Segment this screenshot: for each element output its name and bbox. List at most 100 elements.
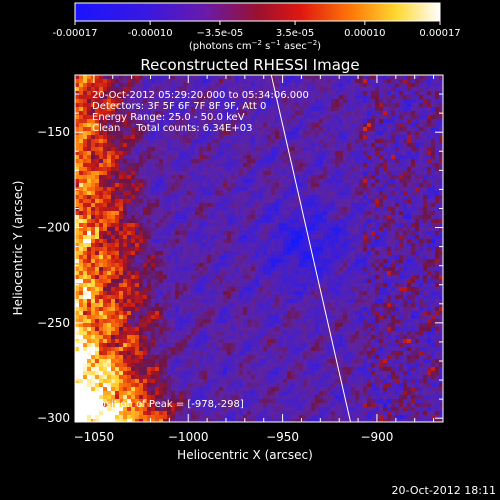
heatmap-cell — [175, 199, 180, 204]
heatmap-cell — [207, 183, 212, 188]
heatmap-cell — [95, 235, 100, 240]
heatmap-cell — [355, 231, 360, 236]
heatmap-cell — [179, 147, 184, 152]
heatmap-cell — [271, 171, 276, 176]
heatmap-cell — [367, 147, 372, 152]
heatmap-cell — [419, 191, 424, 196]
heatmap-cell — [371, 283, 376, 288]
heatmap-cell — [195, 223, 200, 228]
heatmap-cell — [159, 283, 164, 288]
heatmap-cell — [151, 163, 156, 168]
heatmap-cell — [407, 239, 412, 244]
heatmap-cell — [355, 143, 360, 148]
heatmap-cell — [239, 183, 244, 188]
heatmap-cell — [147, 239, 152, 244]
heatmap-cell — [135, 207, 140, 212]
heatmap-cell — [291, 203, 296, 208]
heatmap-cell — [151, 243, 156, 248]
heatmap-cell — [243, 279, 248, 284]
heatmap-cell — [343, 135, 348, 140]
heatmap-cell — [355, 275, 360, 280]
heatmap-cell — [135, 235, 140, 240]
heatmap-cell — [75, 239, 80, 244]
heatmap-cell — [435, 207, 440, 212]
heatmap-cell — [379, 203, 384, 208]
heatmap-cell — [427, 199, 432, 204]
heatmap-cell — [315, 119, 320, 124]
heatmap-cell — [151, 171, 156, 176]
heatmap-cell — [271, 227, 276, 232]
heatmap-cell — [319, 231, 324, 236]
colorbar: -0.00017 -0.00010 −3.5e-05 3.5e-05 0.00010 0.… — [53, 2, 461, 52]
heatmap-cell — [83, 131, 88, 136]
heatmap-cell — [267, 199, 272, 204]
heatmap-cell — [435, 159, 440, 164]
heatmap-cell — [419, 215, 424, 220]
heatmap-cell — [155, 219, 160, 224]
heatmap-cell — [215, 103, 220, 108]
heatmap-cell — [431, 227, 436, 232]
heatmap-cell — [171, 263, 176, 268]
heatmap-cell — [375, 107, 380, 112]
heatmap-cell — [79, 255, 84, 260]
heatmap-cell — [247, 155, 252, 160]
heatmap-cell — [419, 223, 424, 228]
heatmap-cell — [279, 183, 284, 188]
heatmap-cell — [375, 99, 380, 104]
heatmap-cell — [83, 255, 88, 260]
heatmap-cell — [203, 99, 208, 104]
heatmap-cell — [227, 239, 232, 244]
heatmap-cell — [271, 267, 276, 272]
heatmap-cell — [91, 195, 96, 200]
heatmap-cell — [347, 239, 352, 244]
heatmap-cell — [163, 91, 168, 96]
heatmap-cell — [123, 99, 128, 104]
heatmap-cell — [251, 191, 256, 196]
heatmap-cell — [395, 135, 400, 140]
heatmap-cell — [303, 103, 308, 108]
heatmap-cell — [95, 215, 100, 220]
heatmap-cell — [143, 235, 148, 240]
heatmap-cell — [363, 215, 368, 220]
heatmap-cell — [247, 287, 252, 292]
heatmap-cell — [403, 95, 408, 100]
heatmap-cell — [367, 271, 372, 276]
heatmap-cell — [147, 107, 152, 112]
heatmap-cell — [359, 87, 364, 92]
heatmap-cell — [159, 175, 164, 180]
heatmap-cell — [79, 275, 84, 280]
heatmap-cell — [287, 239, 292, 244]
heatmap-cell — [111, 227, 116, 232]
heatmap-cell — [295, 203, 300, 208]
heatmap-cell — [439, 167, 443, 172]
heatmap-cell — [339, 143, 344, 148]
heatmap-cell — [343, 103, 348, 108]
heatmap-cell — [279, 207, 284, 212]
heatmap-cell — [199, 99, 204, 104]
heatmap-cell — [239, 119, 244, 124]
heatmap-cell — [115, 95, 120, 100]
heatmap-cell — [143, 91, 148, 96]
heatmap-cell — [199, 191, 204, 196]
heatmap-cell — [275, 115, 280, 120]
heatmap-cell — [167, 179, 172, 184]
heatmap-cell — [75, 251, 80, 256]
heatmap-cell — [287, 247, 292, 252]
heatmap-cell — [207, 91, 212, 96]
heatmap-cell — [319, 167, 324, 172]
heatmap-cell — [215, 119, 220, 124]
heatmap-cell — [343, 143, 348, 148]
heatmap-cell — [87, 135, 92, 140]
heatmap-cell — [379, 175, 384, 180]
heatmap-cell — [199, 119, 204, 124]
heatmap-cell — [419, 219, 424, 224]
heatmap-cell — [131, 187, 136, 192]
heatmap-cell — [295, 83, 300, 88]
heatmap-cell — [359, 175, 364, 180]
heatmap-cell — [279, 175, 284, 180]
heatmap-cell — [79, 207, 84, 212]
heatmap-cell — [331, 155, 336, 160]
heatmap-cell — [327, 283, 332, 288]
heatmap-cell — [143, 151, 148, 156]
heatmap-cell — [183, 95, 188, 100]
